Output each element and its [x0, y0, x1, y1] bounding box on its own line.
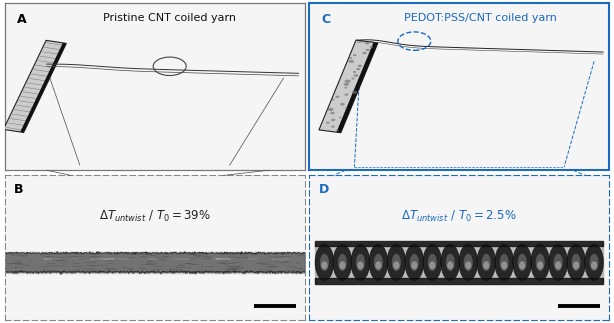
Circle shape — [344, 83, 349, 86]
Circle shape — [362, 52, 367, 54]
Ellipse shape — [500, 254, 509, 271]
Text: PEDOT:PSS/CNT coiled yarn: PEDOT:PSS/CNT coiled yarn — [404, 13, 557, 23]
Circle shape — [366, 49, 370, 51]
Ellipse shape — [572, 254, 581, 271]
Text: Pristine CNT coiled yarn: Pristine CNT coiled yarn — [103, 13, 236, 23]
Circle shape — [331, 119, 335, 121]
Ellipse shape — [535, 254, 545, 271]
Ellipse shape — [340, 261, 346, 269]
Circle shape — [351, 78, 355, 79]
Ellipse shape — [392, 254, 401, 271]
Ellipse shape — [351, 244, 370, 281]
Ellipse shape — [513, 244, 532, 281]
Ellipse shape — [501, 261, 507, 269]
Ellipse shape — [369, 244, 388, 281]
Circle shape — [340, 103, 344, 106]
Ellipse shape — [591, 261, 597, 269]
Ellipse shape — [482, 254, 491, 271]
Ellipse shape — [375, 261, 381, 269]
Ellipse shape — [537, 261, 543, 269]
Circle shape — [353, 71, 356, 73]
Text: D: D — [319, 182, 328, 196]
Ellipse shape — [518, 254, 527, 271]
Ellipse shape — [321, 261, 328, 269]
Circle shape — [348, 60, 354, 63]
Text: $\Delta T_{untwist}$$\ /\ T_0$$ = 39\%$: $\Delta T_{untwist}$$\ /\ T_0$$ = 39\%$ — [99, 208, 211, 224]
Ellipse shape — [393, 261, 400, 269]
Ellipse shape — [465, 261, 472, 269]
Circle shape — [339, 117, 341, 118]
Circle shape — [353, 54, 357, 56]
Ellipse shape — [554, 254, 562, 271]
Text: C: C — [322, 13, 330, 26]
Circle shape — [354, 74, 359, 77]
Ellipse shape — [567, 244, 586, 281]
Ellipse shape — [446, 254, 455, 271]
Circle shape — [349, 57, 352, 59]
Circle shape — [331, 126, 335, 128]
Text: $\Delta T_{untwist}$$\ /\ T_0$$ = 2.5\%$: $\Delta T_{untwist}$$\ /\ T_0$$ = 2.5\%$ — [402, 208, 517, 224]
Circle shape — [335, 96, 340, 98]
Ellipse shape — [387, 244, 406, 281]
Ellipse shape — [357, 261, 363, 269]
Ellipse shape — [338, 254, 347, 271]
Ellipse shape — [441, 244, 460, 281]
Ellipse shape — [447, 261, 453, 269]
Circle shape — [330, 112, 335, 114]
FancyBboxPatch shape — [319, 40, 378, 133]
Text: B: B — [14, 182, 23, 196]
Ellipse shape — [423, 244, 441, 281]
Circle shape — [370, 46, 373, 48]
Ellipse shape — [320, 254, 329, 271]
Ellipse shape — [410, 254, 419, 271]
FancyBboxPatch shape — [20, 43, 66, 132]
Ellipse shape — [519, 261, 526, 269]
Circle shape — [352, 91, 357, 94]
Ellipse shape — [411, 261, 418, 269]
Ellipse shape — [495, 244, 514, 281]
Ellipse shape — [356, 254, 365, 271]
Ellipse shape — [477, 244, 495, 281]
Ellipse shape — [374, 254, 383, 271]
Circle shape — [344, 79, 351, 83]
Circle shape — [332, 99, 335, 100]
Circle shape — [344, 93, 348, 96]
Ellipse shape — [555, 261, 561, 269]
Ellipse shape — [315, 244, 334, 281]
Ellipse shape — [483, 261, 489, 269]
Circle shape — [356, 68, 360, 70]
Circle shape — [336, 130, 338, 131]
FancyBboxPatch shape — [336, 42, 378, 133]
Circle shape — [326, 121, 330, 124]
Ellipse shape — [549, 244, 567, 281]
Circle shape — [345, 107, 348, 109]
Ellipse shape — [428, 254, 437, 271]
Circle shape — [365, 42, 369, 44]
Ellipse shape — [585, 244, 604, 281]
Ellipse shape — [333, 244, 352, 281]
Ellipse shape — [573, 261, 579, 269]
Ellipse shape — [464, 254, 473, 271]
Circle shape — [358, 65, 362, 67]
Ellipse shape — [429, 261, 435, 269]
Circle shape — [344, 87, 348, 89]
Ellipse shape — [459, 244, 478, 281]
Ellipse shape — [530, 244, 550, 281]
FancyBboxPatch shape — [4, 40, 66, 132]
Circle shape — [328, 108, 333, 111]
Text: A: A — [17, 13, 26, 26]
Ellipse shape — [405, 244, 424, 281]
Ellipse shape — [589, 254, 599, 271]
